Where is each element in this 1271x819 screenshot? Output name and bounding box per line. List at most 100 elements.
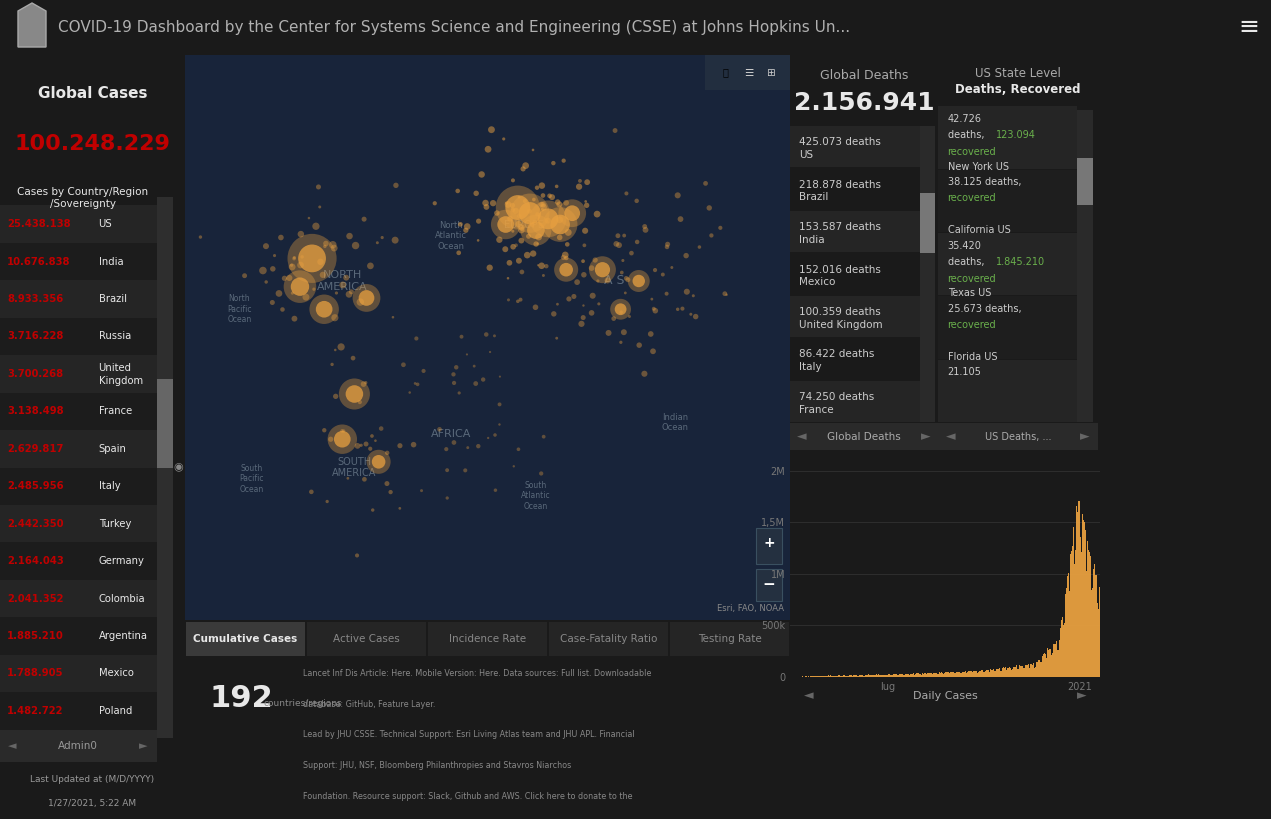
- Point: [282, 260, 302, 274]
- Point: [393, 358, 413, 371]
- Text: Colombia: Colombia: [99, 594, 145, 604]
- Point: [526, 224, 547, 237]
- Point: [511, 221, 531, 234]
- Bar: [0, 243, 158, 280]
- Text: Florida US: Florida US: [948, 351, 998, 362]
- Text: 42.726: 42.726: [948, 114, 981, 124]
- Point: [507, 201, 527, 214]
- Point: [376, 477, 397, 490]
- Point: [338, 472, 358, 485]
- Point: [314, 303, 334, 316]
- Text: Italy: Italy: [99, 482, 121, 491]
- Point: [636, 224, 656, 237]
- Point: [533, 203, 553, 216]
- Point: [676, 249, 697, 262]
- Point: [519, 229, 539, 242]
- Text: countries/regions: countries/regions: [263, 699, 342, 708]
- Text: Admin0: Admin0: [58, 741, 98, 751]
- Point: [332, 432, 352, 446]
- Point: [377, 446, 398, 459]
- Text: recovered: recovered: [948, 147, 996, 157]
- Point: [553, 251, 573, 264]
- Point: [332, 432, 352, 446]
- Text: Germany: Germany: [99, 556, 145, 566]
- Bar: [938, 233, 1078, 295]
- Point: [581, 306, 601, 319]
- Point: [339, 287, 360, 301]
- Text: recovered: recovered: [948, 320, 996, 330]
- Text: Brazil: Brazil: [99, 294, 127, 304]
- Point: [622, 247, 642, 260]
- Point: [710, 221, 731, 234]
- Point: [522, 247, 543, 260]
- Text: deaths,: deaths,: [948, 256, 988, 266]
- Point: [629, 274, 649, 287]
- Point: [458, 220, 478, 233]
- Point: [290, 280, 310, 293]
- Bar: [0, 430, 158, 468]
- Point: [538, 212, 558, 225]
- Point: [290, 280, 310, 293]
- Text: US State Level: US State Level: [975, 67, 1061, 79]
- Point: [500, 256, 520, 269]
- Text: 3.716.228: 3.716.228: [6, 332, 64, 342]
- Point: [516, 159, 536, 172]
- Point: [468, 440, 488, 453]
- Point: [386, 179, 407, 192]
- Text: United: United: [99, 364, 132, 373]
- Point: [380, 486, 400, 499]
- Text: Argentina: Argentina: [99, 631, 147, 641]
- Point: [365, 434, 385, 447]
- Text: Mexico: Mexico: [99, 668, 133, 678]
- Point: [616, 187, 637, 200]
- Point: [555, 197, 576, 210]
- Point: [614, 229, 634, 242]
- Bar: [0, 542, 158, 580]
- Point: [314, 303, 334, 316]
- Point: [508, 254, 529, 267]
- Point: [533, 189, 553, 202]
- Point: [332, 424, 352, 437]
- Point: [511, 293, 531, 306]
- Point: [531, 467, 552, 480]
- Point: [360, 260, 380, 273]
- Text: California US: California US: [948, 225, 1010, 235]
- Bar: [0, 692, 158, 730]
- Point: [614, 326, 634, 339]
- Text: ◄: ◄: [946, 430, 956, 443]
- Bar: [756, 528, 782, 563]
- Point: [285, 312, 305, 325]
- Point: [465, 377, 486, 390]
- Text: ◉: ◉: [173, 462, 183, 472]
- Point: [496, 218, 516, 231]
- Text: 1/27/2021, 5:22 AM: 1/27/2021, 5:22 AM: [48, 799, 136, 808]
- Bar: [158, 197, 173, 739]
- Bar: [0, 355, 158, 392]
- Point: [449, 387, 469, 400]
- Point: [534, 430, 554, 443]
- Point: [234, 269, 254, 283]
- Point: [667, 303, 688, 316]
- Text: US Deaths, ...: US Deaths, ...: [985, 432, 1051, 441]
- Point: [522, 219, 543, 232]
- Point: [503, 240, 524, 253]
- Point: [533, 198, 553, 211]
- Point: [324, 242, 344, 255]
- Point: [657, 240, 677, 253]
- Point: [515, 195, 535, 208]
- Bar: [0, 280, 158, 318]
- Point: [310, 256, 330, 269]
- Text: 2.442.350: 2.442.350: [6, 518, 64, 529]
- Bar: [0, 505, 158, 542]
- Point: [553, 154, 573, 167]
- Point: [511, 224, 531, 237]
- Point: [597, 274, 618, 287]
- Point: [301, 486, 322, 499]
- Point: [502, 224, 522, 238]
- Polygon shape: [18, 3, 46, 47]
- Text: 1.482.722: 1.482.722: [6, 706, 64, 716]
- Point: [255, 275, 276, 288]
- Text: recovered: recovered: [948, 193, 996, 203]
- Text: 123.094: 123.094: [996, 130, 1036, 140]
- Point: [263, 262, 283, 275]
